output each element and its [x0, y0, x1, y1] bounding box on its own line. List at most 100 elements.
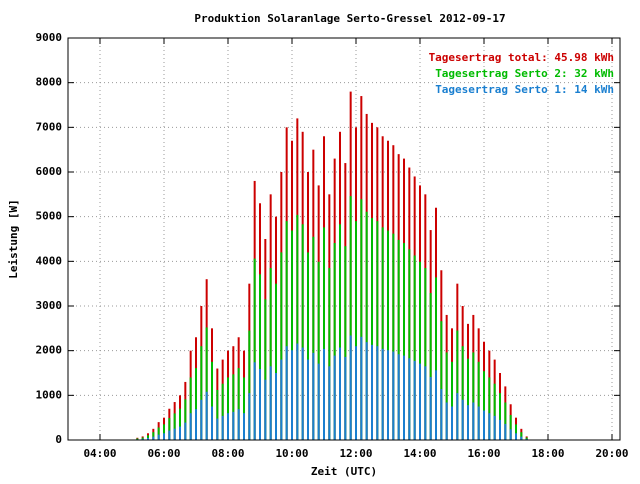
bar	[307, 359, 309, 440]
bar	[333, 355, 336, 440]
bar	[499, 393, 501, 440]
bar	[525, 438, 528, 440]
plot-border	[67, 37, 621, 441]
bar	[195, 368, 197, 440]
bar	[461, 346, 464, 440]
bar	[424, 366, 427, 440]
bar	[259, 274, 261, 440]
bar	[259, 368, 261, 440]
bar	[227, 413, 229, 440]
bar	[328, 366, 331, 440]
bar	[291, 230, 293, 440]
bar	[365, 211, 368, 440]
bar	[253, 258, 256, 440]
bar	[381, 348, 384, 440]
bar	[227, 377, 229, 440]
bar	[168, 418, 171, 440]
bar	[291, 350, 293, 440]
bar	[477, 406, 480, 440]
bar	[520, 432, 523, 440]
bar	[461, 399, 464, 440]
bar	[493, 383, 496, 440]
bar	[189, 377, 192, 440]
bar	[280, 252, 283, 440]
y-tick-label: 3000	[36, 299, 63, 312]
bar	[488, 377, 491, 440]
y-axis-label: Leistung [W]	[7, 199, 20, 278]
y-tick-label: 4000	[36, 254, 63, 267]
bar	[211, 406, 213, 440]
bar	[435, 370, 437, 440]
x-tick-label: 04:00	[83, 447, 116, 460]
bar	[483, 371, 485, 440]
y-tick-label: 1000	[36, 388, 63, 401]
bar	[408, 249, 411, 440]
bar	[317, 363, 320, 440]
bar	[264, 299, 267, 440]
bar	[141, 438, 144, 440]
bar	[248, 393, 251, 440]
bar	[387, 350, 389, 440]
bar	[205, 327, 208, 440]
bar	[355, 346, 357, 440]
bar	[301, 224, 304, 440]
bar	[451, 361, 453, 440]
legend-entry: Tagesertrag Serto 2: 32 kWh	[435, 67, 614, 80]
bar	[472, 402, 475, 440]
bar	[163, 424, 165, 440]
bar	[285, 346, 288, 440]
x-axis-label: Zeit (UTC)	[311, 465, 377, 478]
x-tick-label: 18:00	[531, 447, 564, 460]
bar	[243, 377, 245, 440]
bar	[173, 428, 176, 440]
bar	[339, 224, 341, 440]
bar	[424, 268, 427, 440]
bar	[333, 243, 336, 440]
bar	[413, 255, 416, 440]
bar	[456, 393, 459, 440]
y-tick-label: 2000	[36, 344, 63, 357]
bar	[200, 346, 203, 440]
bar	[275, 373, 277, 440]
bar	[147, 435, 149, 440]
bar	[509, 414, 512, 440]
bar	[157, 427, 160, 440]
bar	[307, 252, 309, 440]
bar	[397, 354, 400, 440]
x-tick-label: 20:00	[595, 447, 628, 460]
bar	[216, 389, 219, 440]
bar	[515, 424, 517, 440]
bar	[296, 214, 299, 440]
bar	[232, 374, 235, 440]
bar	[520, 436, 523, 440]
bar	[515, 433, 517, 440]
bar	[499, 419, 501, 440]
bar	[525, 437, 528, 440]
bar	[477, 361, 480, 440]
bar	[349, 335, 352, 440]
bar	[163, 433, 165, 440]
bar	[488, 413, 491, 440]
bar	[152, 436, 155, 440]
bar	[509, 429, 512, 440]
bar	[248, 330, 251, 440]
bar	[339, 347, 341, 440]
y-tick-label: 9000	[36, 31, 63, 44]
bar	[392, 233, 395, 440]
bar	[312, 236, 315, 440]
x-tick-label: 08:00	[211, 447, 244, 460]
bar	[472, 352, 475, 440]
bar	[243, 413, 245, 440]
legend-entry: Tagesertrag Serto 1: 14 kWh	[435, 83, 614, 96]
bar	[157, 434, 160, 440]
bar	[440, 389, 443, 440]
bar	[371, 344, 373, 440]
bar	[467, 405, 469, 440]
bar	[269, 366, 272, 440]
bar	[419, 261, 421, 440]
bar	[317, 261, 320, 440]
bar	[328, 268, 331, 440]
bar	[173, 413, 176, 440]
bar	[413, 360, 416, 440]
